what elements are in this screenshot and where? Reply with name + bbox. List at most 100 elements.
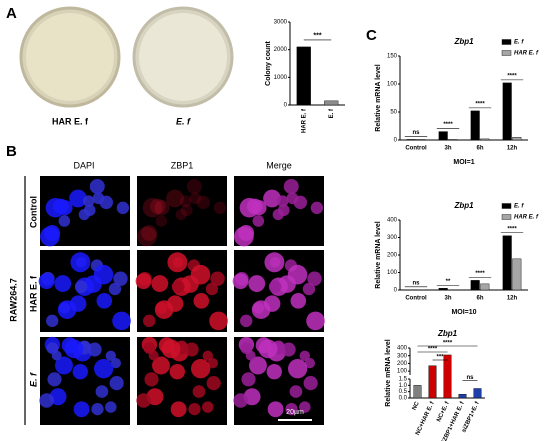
- bar: [413, 385, 422, 399]
- cell: [232, 273, 249, 290]
- cell: [209, 311, 228, 331]
- legend-swatch: [501, 50, 512, 56]
- cell: [267, 401, 284, 418]
- significance-label: ****: [475, 271, 485, 277]
- cell: [248, 275, 266, 292]
- cell: [150, 198, 166, 215]
- cell: [293, 195, 308, 210]
- cell: [46, 342, 59, 355]
- cell: [207, 357, 219, 369]
- cell: [307, 271, 322, 286]
- bar: [502, 82, 512, 141]
- bar: [512, 136, 522, 141]
- cell: [40, 226, 60, 247]
- significance-label: ****: [443, 341, 453, 347]
- legend-swatch: [501, 39, 512, 45]
- significance-label: **: [446, 279, 451, 285]
- cell: [306, 311, 325, 331]
- cell: [69, 189, 87, 208]
- bar: [470, 110, 480, 141]
- panel-label: A: [6, 5, 17, 22]
- cell: [144, 372, 159, 387]
- y-tick-label: 200: [397, 361, 408, 367]
- chart-title: Zbp1: [437, 329, 458, 338]
- y-tick-label: 200: [387, 253, 398, 259]
- cell: [142, 197, 163, 218]
- y-tick-label: 0: [284, 103, 288, 109]
- cell: [105, 401, 117, 413]
- y-tick-label: 3000: [274, 20, 288, 26]
- cell: [135, 273, 152, 290]
- column-header: DAPI: [73, 160, 94, 170]
- bar: [296, 46, 311, 106]
- x-tick-label: 6h: [476, 296, 483, 302]
- cell: [205, 282, 219, 296]
- cell: [190, 359, 211, 379]
- bar: [470, 280, 480, 291]
- row-label: Control: [28, 196, 38, 228]
- y-tick-label: 400: [397, 346, 408, 352]
- bar: [443, 354, 452, 399]
- cell: [310, 201, 324, 215]
- y-tick-label: 100: [387, 270, 398, 276]
- x-tick-label: HAR E. f: [301, 108, 307, 133]
- cell: [93, 264, 114, 285]
- x-axis-label: MOI=1: [453, 159, 474, 166]
- cell: [304, 357, 316, 369]
- legend-label: HAR E. f: [514, 215, 539, 221]
- significance-label: ***: [313, 33, 321, 40]
- row-label: E. f: [28, 372, 38, 387]
- y-tick-label: 100: [397, 369, 408, 375]
- bar: [512, 258, 522, 291]
- cell: [251, 300, 271, 319]
- legend-label: E. f: [514, 204, 524, 210]
- y-tick-label: 100: [387, 82, 398, 88]
- y-tick-label: 1.5: [399, 377, 408, 383]
- cell: [154, 300, 174, 319]
- cell: [193, 293, 210, 309]
- cell: [53, 198, 69, 215]
- cell: [109, 376, 124, 391]
- cell: [169, 363, 185, 380]
- cell: [93, 359, 114, 379]
- cell: [154, 200, 170, 216]
- y-tick-label: 0.5: [399, 389, 408, 395]
- y-tick-label: 150: [387, 54, 398, 60]
- x-tick-label: 3h: [444, 296, 451, 302]
- bar: [502, 235, 512, 291]
- cell: [264, 252, 285, 273]
- cell: [46, 314, 59, 328]
- panel-label: C: [366, 27, 377, 44]
- cell: [108, 282, 122, 296]
- cell: [89, 178, 105, 194]
- cell: [287, 264, 308, 285]
- micrograph: [137, 176, 227, 246]
- cell: [87, 342, 102, 357]
- cell: [55, 356, 73, 375]
- x-tick-label: NC+E. f: [436, 400, 451, 423]
- cell: [70, 252, 91, 273]
- cell: [277, 204, 290, 217]
- cell: [266, 363, 282, 380]
- bar: [416, 139, 426, 141]
- cell: [179, 195, 192, 207]
- cell: [188, 402, 201, 416]
- cell: [241, 372, 256, 387]
- significance-label: ****: [428, 347, 438, 353]
- cell: [151, 275, 169, 292]
- y-tick-label: 1.0: [399, 383, 408, 389]
- cell: [213, 201, 227, 215]
- cell: [82, 195, 95, 207]
- x-tick-label: 3h: [444, 146, 451, 152]
- cell: [91, 402, 104, 416]
- cell: [54, 275, 72, 292]
- cell: [299, 401, 311, 413]
- y-tick-label: 300: [397, 353, 408, 359]
- cell: [136, 393, 151, 408]
- cell: [112, 311, 131, 331]
- cell: [95, 385, 109, 398]
- cell: [240, 342, 253, 355]
- cell: [289, 385, 303, 398]
